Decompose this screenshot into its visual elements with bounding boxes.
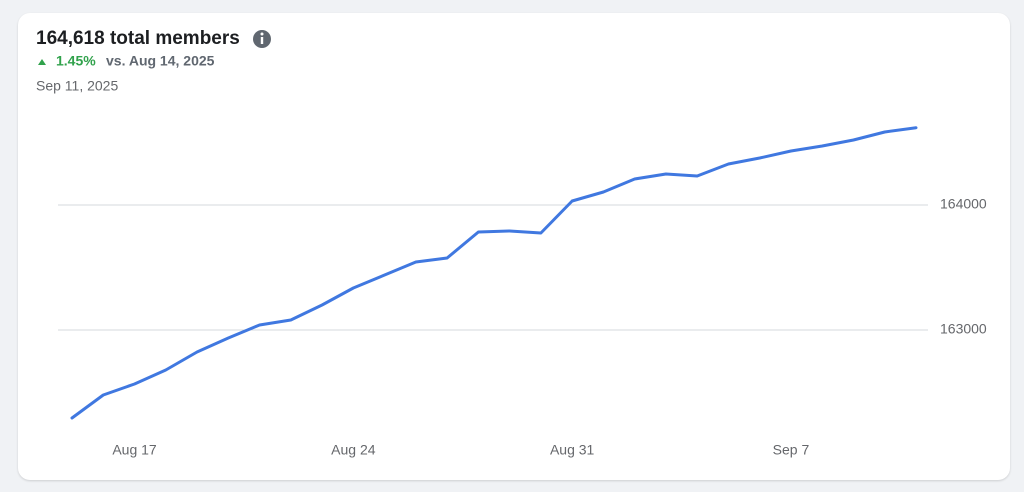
change: 1.45% (56, 53, 96, 69)
comparison: vs. Aug 14, 2025 (106, 53, 215, 69)
line (70, 126, 918, 420)
title: 164,618 total members (36, 28, 240, 49)
x-tick-label: Aug 31 (550, 442, 595, 458)
y-tick-label: 164000 (940, 196, 987, 212)
up-arrow (38, 59, 46, 65)
info-icon[interactable] (253, 30, 271, 48)
x-tick-label: Aug 17 (112, 442, 157, 458)
x-tick-label: Aug 24 (331, 442, 376, 458)
date: Sep 11, 2025 (36, 78, 118, 94)
y-tick-label: 163000 (940, 321, 987, 337)
x-tick-label: Sep 7 (773, 442, 810, 458)
card (18, 13, 1010, 480)
